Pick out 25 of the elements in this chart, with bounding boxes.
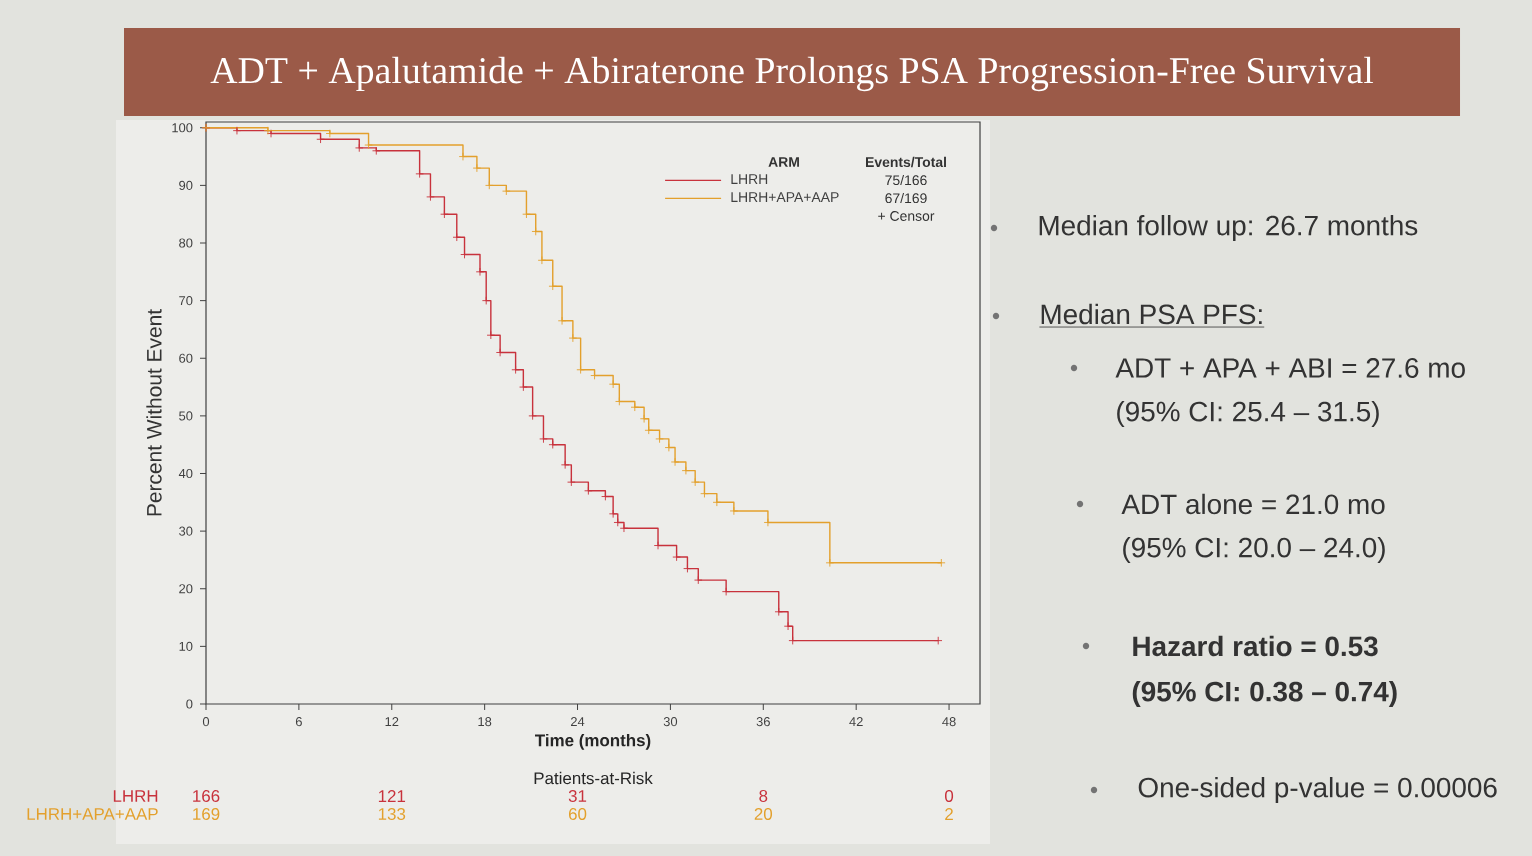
text: Median PSA PFS: <box>1041 303 1262 325</box>
text: (95% CI: 0.38 – 0.74) <box>1132 680 1397 707</box>
text: ADT alone = 21.0 mo <box>1121 493 1385 515</box>
text: (95% CI: 20.0 – 24.0) <box>1123 537 1385 563</box>
text: Patients-at-Risk <box>534 771 653 785</box>
chart-title: ADT + Apalutamide + Abiraterone Prolongs PSA Progression-Free Survival <box>210 56 1374 92</box>
text: 0 <box>945 790 954 802</box>
text: Hazard ratio = 0.53 <box>1133 635 1378 657</box>
text: 169 <box>193 808 220 820</box>
text: LHRH <box>113 790 158 802</box>
y-axis-title: Percent Without Event <box>146 309 162 516</box>
text: One-sided p-value = 0.00006 <box>1138 776 1497 803</box>
x-axis-title: Time (months) <box>535 733 651 750</box>
text: 133 <box>378 808 406 820</box>
text: Median follow up: 26.7 months <box>1039 214 1418 241</box>
text: 2 <box>945 808 953 820</box>
text: (95% CI: 25.4 – 31.5) <box>1117 401 1379 427</box>
text: LHRH+APA+AAP <box>27 808 158 820</box>
text: 166 <box>193 790 220 802</box>
text: 8 <box>759 790 768 802</box>
text: 121 <box>378 790 406 802</box>
text: ADT + APA + ABI = 27.6 mo <box>1115 358 1465 378</box>
text: 31 <box>568 790 587 802</box>
text: 60 <box>568 808 587 820</box>
text: 20 <box>754 808 773 820</box>
